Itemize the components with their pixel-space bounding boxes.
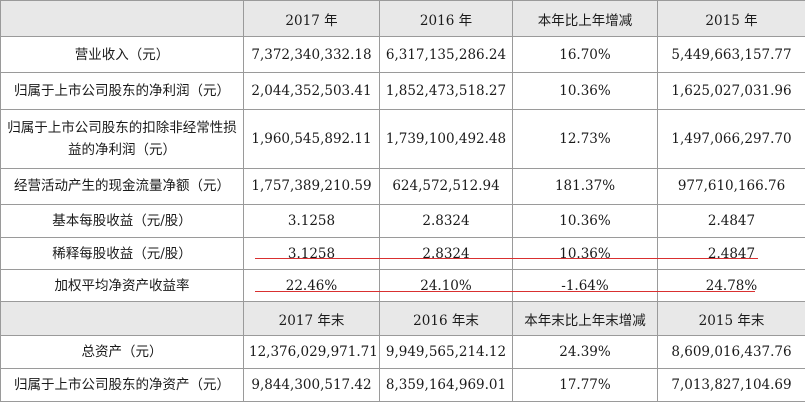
header-col-2015-end: 2015 年末: [657, 301, 805, 336]
table-row: 营业收入（元） 7,372,340,332.18 6,317,135,286.2…: [0, 36, 805, 74]
cell-2015: 5,449,663,157.77: [657, 36, 805, 74]
cell-2017: 3.1258: [243, 237, 380, 271]
cell-2016: 1,852,473,518.27: [379, 72, 513, 110]
header-blank-cell: [0, 0, 244, 38]
cell-2015: 2.4847: [657, 237, 805, 271]
cell-2017: 2,044,352,503.41: [243, 72, 380, 110]
header-col-change: 本年比上年增减: [512, 0, 658, 38]
header-col-change-end: 本年末比上年末增减: [512, 301, 658, 336]
cell-2016: 9,949,565,214.12: [379, 334, 513, 369]
cell-2016: 624,572,512.94: [379, 167, 513, 205]
cell-change: 10.36%: [512, 237, 658, 271]
cell-2017: 3.1258: [243, 203, 380, 239]
table-row: 基本每股收益（元/股） 3.1258 2.8324 10.36% 2.4847: [0, 203, 805, 239]
table-row: 加权平均净资产收益率 22.46% 24.10% -1.64% 24.78%: [0, 269, 805, 303]
header-col-2016: 2016 年: [379, 0, 513, 38]
cell-2017: 7,372,340,332.18: [243, 36, 380, 74]
row-label: 基本每股收益（元/股）: [0, 203, 244, 239]
cell-change: -1.64%: [512, 269, 658, 303]
table-row: 归属于上市公司股东的扣除非经常性损益的净利润（元） 1,960,545,892.…: [0, 108, 805, 169]
cell-2016: 24.10%: [379, 269, 513, 303]
cell-2015: 2.4847: [657, 203, 805, 239]
cell-change: 17.77%: [512, 367, 658, 402]
header-row-bottom: 2017 年末 2016 年末 本年末比上年末增减 2015 年末: [0, 301, 805, 336]
cell-2015: 7,013,827,104.69: [657, 367, 805, 402]
row-label: 营业收入（元）: [0, 36, 244, 74]
header-col-2015: 2015 年: [657, 0, 805, 38]
highlight-underline-weighted-roe: [255, 291, 755, 292]
highlight-underline-diluted-eps: [255, 258, 758, 259]
cell-2016: 2.8324: [379, 203, 513, 239]
cell-2015: 1,625,027,031.96: [657, 72, 805, 110]
cell-2016: 1,739,100,492.48: [379, 108, 513, 169]
row-label: 稀释每股收益（元/股）: [0, 237, 244, 271]
header-row-top: 2017 年 2016 年 本年比上年增减 2015 年: [0, 0, 805, 38]
row-label: 总资产（元）: [0, 334, 244, 369]
cell-2015: 977,610,166.76: [657, 167, 805, 205]
row-label: 经营活动产生的现金流量净额（元）: [0, 167, 244, 205]
row-label: 归属于上市公司股东的净利润（元）: [0, 72, 244, 110]
cell-change: 24.39%: [512, 334, 658, 369]
cell-2017: 9,844,300,517.42: [243, 367, 380, 402]
header-blank-cell: [0, 301, 244, 336]
header-col-2017: 2017 年: [243, 0, 380, 38]
table-row: 总资产（元） 12,376,029,971.71 9,949,565,214.1…: [0, 334, 805, 369]
cell-change: 10.36%: [512, 72, 658, 110]
cell-2016: 6,317,135,286.24: [379, 36, 513, 74]
cell-change: 16.70%: [512, 36, 658, 74]
table-row: 归属于上市公司股东的净利润（元） 2,044,352,503.41 1,852,…: [0, 72, 805, 110]
cell-2015: 24.78%: [657, 269, 805, 303]
header-col-2016-end: 2016 年末: [379, 301, 513, 336]
cell-2016: 8,359,164,969.01: [379, 367, 513, 402]
table-row: 归属于上市公司股东的净资产（元） 9,844,300,517.42 8,359,…: [0, 367, 805, 402]
table-row: 稀释每股收益（元/股） 3.1258 2.8324 10.36% 2.4847: [0, 237, 805, 271]
cell-change: 12.73%: [512, 108, 658, 169]
cell-change: 181.37%: [512, 167, 658, 205]
cell-change: 10.36%: [512, 203, 658, 239]
row-label: 加权平均净资产收益率: [0, 269, 244, 303]
row-label: 归属于上市公司股东的净资产（元）: [0, 367, 244, 402]
cell-2016: 2.8324: [379, 237, 513, 271]
table-row: 经营活动产生的现金流量净额（元） 1,757,389,210.59 624,57…: [0, 167, 805, 205]
cell-2015: 8,609,016,437.76: [657, 334, 805, 369]
cell-2017: 1,960,545,892.11: [243, 108, 380, 169]
row-label: 归属于上市公司股东的扣除非经常性损益的净利润（元）: [0, 108, 244, 169]
cell-2017: 22.46%: [243, 269, 380, 303]
header-col-2017-end: 2017 年末: [243, 301, 380, 336]
cell-2017: 12,376,029,971.71: [243, 334, 380, 369]
cell-2017: 1,757,389,210.59: [243, 167, 380, 205]
cell-2015: 1,497,066,297.70: [657, 108, 805, 169]
